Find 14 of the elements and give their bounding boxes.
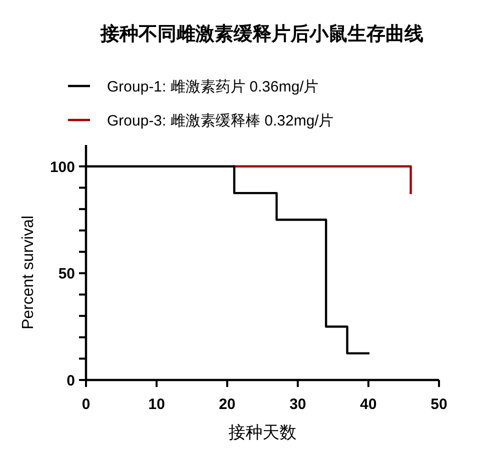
legend-label: Group-1: 雌激素药片 0.36mg/片 — [107, 78, 319, 96]
x-tick-label: 10 — [148, 396, 165, 413]
legend-label: Group-3: 雌激素缓释棒 0.32mg/片 — [107, 112, 334, 130]
y-tick-label: 0 — [66, 372, 75, 390]
y-axis-title: Percent survival — [20, 216, 37, 330]
x-tick-label: 0 — [82, 396, 90, 413]
chart-title: 接种不同雌激素缓释片后小鼠生存曲线 — [100, 23, 424, 45]
x-tick-label: 20 — [218, 396, 236, 413]
x-tick-label: 40 — [360, 396, 377, 413]
x-tick-label: 50 — [430, 396, 448, 413]
y-tick-label: 100 — [50, 158, 75, 176]
y-tick-label: 50 — [58, 266, 75, 283]
x-axis-title: 接种天数 — [228, 423, 296, 442]
x-tick-label: 30 — [289, 396, 306, 413]
